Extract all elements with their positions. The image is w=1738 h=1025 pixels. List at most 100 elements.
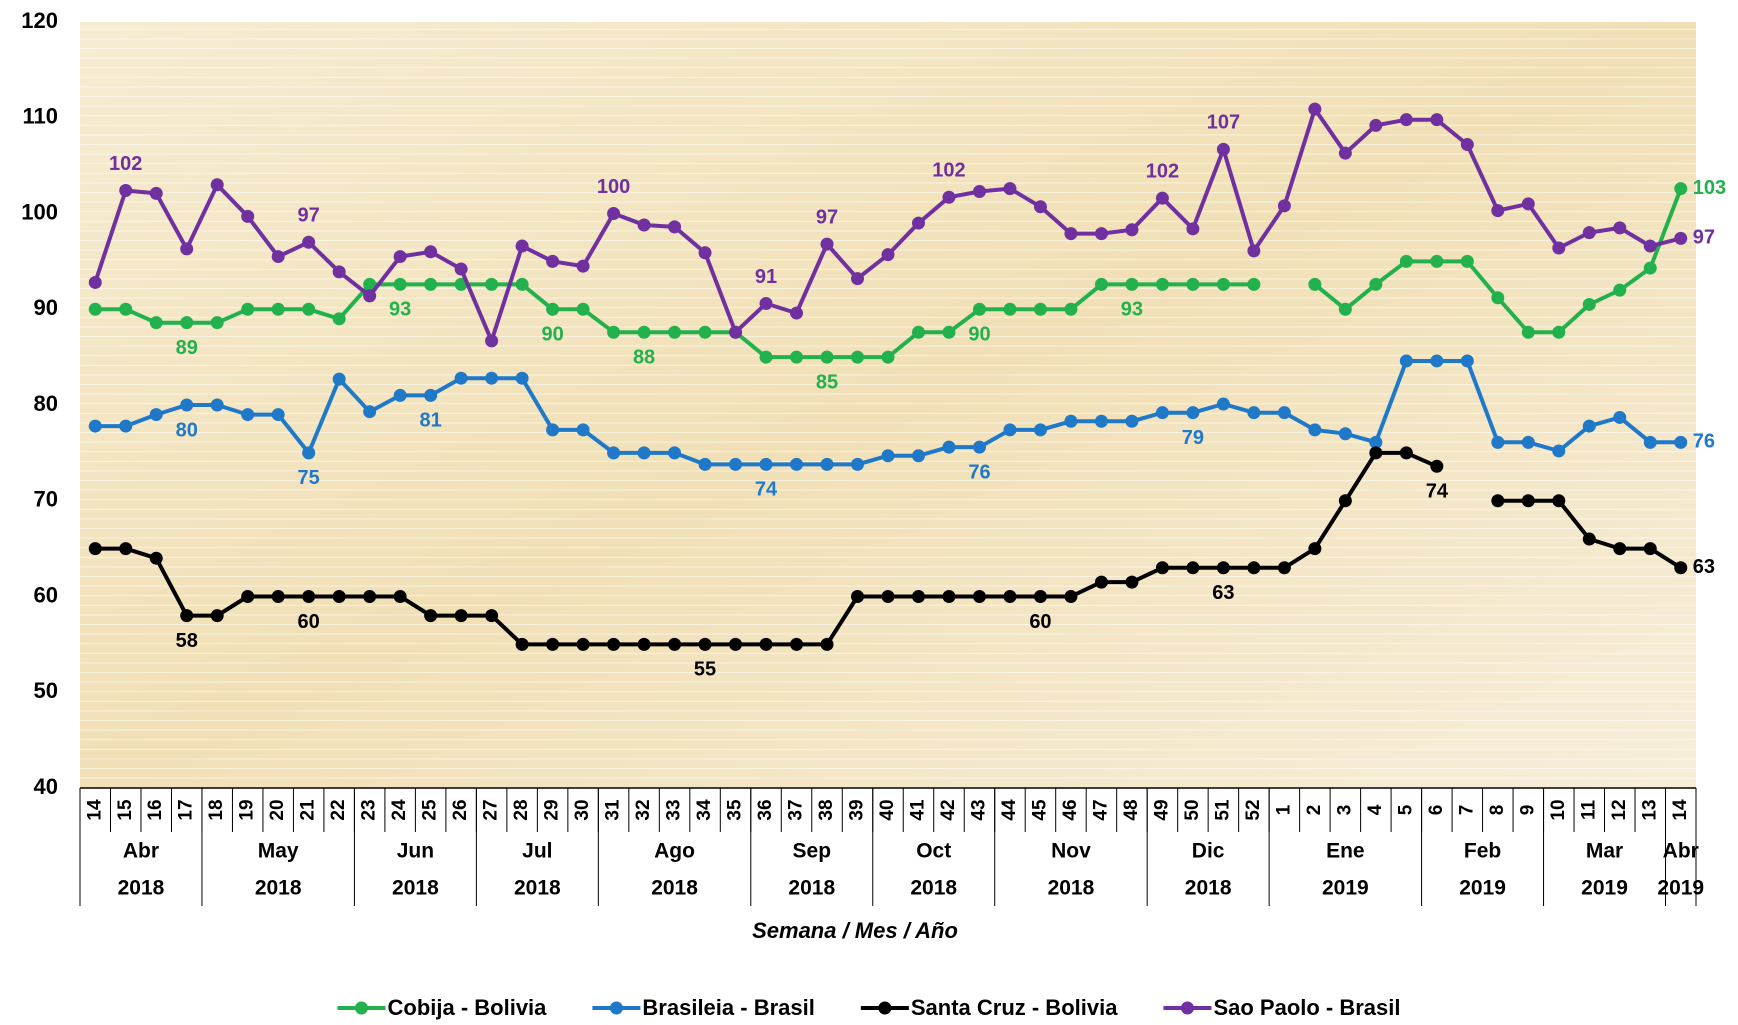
month-label: Mar (1586, 840, 1623, 863)
year-label: 2019 (1581, 877, 1628, 900)
data-point (911, 325, 925, 339)
data-point (820, 457, 834, 471)
data-point (851, 590, 865, 603)
data-point (820, 637, 834, 651)
data-point (759, 350, 773, 364)
data-point (1491, 204, 1505, 218)
data-point (729, 637, 743, 651)
data-point (454, 262, 468, 276)
x-tick-label: 4 (1365, 804, 1386, 815)
x-tick-label: 39 (847, 799, 868, 820)
data-point (698, 637, 712, 651)
data-label: 63 (1212, 582, 1234, 604)
x-tick-label: 7 (1456, 805, 1477, 816)
data-point (972, 184, 986, 198)
x-tick-label: 27 (481, 799, 502, 820)
data-point (1277, 199, 1291, 213)
data-point (424, 277, 438, 291)
data-point (241, 209, 255, 223)
year-label: 2018 (255, 877, 302, 900)
data-point (820, 350, 834, 364)
year-label: 2018 (651, 877, 698, 900)
data-point (576, 637, 590, 651)
year-label: 2018 (1185, 877, 1232, 900)
data-label: 76 (1693, 431, 1715, 453)
legend-swatch-marker (609, 1001, 623, 1015)
data-point (1216, 142, 1230, 156)
legend-swatch-marker (354, 1001, 368, 1015)
x-tick-label: 44 (999, 799, 1020, 821)
data-point (1430, 254, 1444, 268)
data-point (637, 325, 651, 339)
data-point (363, 277, 377, 291)
y-tick-label: 100 (21, 199, 58, 224)
data-point (1247, 244, 1261, 258)
data-point (1552, 444, 1566, 458)
x-tick-label: 32 (633, 799, 654, 820)
data-point (332, 590, 346, 603)
data-point (1155, 191, 1169, 205)
x-tick-label: 9 (1517, 805, 1538, 816)
x-tick-label: 41 (908, 799, 929, 821)
data-point (759, 457, 773, 471)
x-tick-label: 31 (603, 799, 624, 821)
data-point (1399, 446, 1413, 460)
data-point (1491, 494, 1505, 508)
legend-item: Brasileia - Brasil (592, 995, 815, 1020)
data-label: 58 (176, 630, 198, 652)
data-label: 75 (298, 467, 320, 489)
data-point (1643, 542, 1657, 556)
data-point (515, 371, 529, 385)
legend-swatch-marker (878, 1001, 892, 1015)
data-point (271, 408, 285, 422)
data-point (1186, 222, 1200, 236)
data-point (1064, 414, 1078, 428)
legend-label: Brasileia - Brasil (642, 995, 814, 1020)
data-point (393, 388, 407, 402)
data-point (1552, 241, 1566, 255)
data-point (302, 235, 316, 249)
x-tick-label: 37 (786, 799, 807, 820)
month-label: Ene (1326, 840, 1365, 863)
data-point (790, 350, 804, 364)
month-label: May (258, 840, 299, 863)
data-point (454, 371, 468, 385)
data-point (180, 242, 194, 256)
data-point (149, 186, 163, 200)
x-tick-label: 1 (1273, 804, 1294, 815)
y-tick-label: 110 (23, 104, 59, 129)
data-point (942, 590, 956, 603)
x-tick-label: 14 (84, 799, 105, 821)
data-point (393, 250, 407, 264)
data-point (820, 237, 834, 251)
x-tick-label: 30 (572, 799, 593, 820)
month-label: Sep (793, 840, 832, 863)
data-point (180, 609, 194, 623)
y-tick-label: 70 (34, 487, 58, 512)
x-tick-label: 12 (1609, 799, 1630, 820)
x-tick-label: 10 (1548, 799, 1569, 820)
data-point (210, 398, 224, 412)
x-tick-label: 46 (1060, 799, 1081, 820)
data-point (210, 609, 224, 623)
data-point (1308, 542, 1322, 556)
x-tick-label: 49 (1151, 799, 1172, 820)
month-label: Jun (397, 840, 434, 863)
data-point (1094, 575, 1108, 589)
data-point (1613, 542, 1627, 556)
data-label: 55 (694, 659, 716, 681)
legend-label: Santa Cruz - Bolivia (911, 995, 1118, 1020)
data-point (119, 542, 133, 556)
month-label: Ago (654, 840, 695, 863)
data-label: 79 (1182, 427, 1204, 449)
month-label: Feb (1464, 840, 1501, 863)
data-point (1277, 561, 1291, 575)
data-point (1369, 277, 1383, 291)
data-point (180, 316, 194, 330)
data-point (607, 207, 621, 220)
data-point (698, 457, 712, 471)
x-tick-label: 38 (816, 799, 837, 820)
x-tick-label: 11 (1578, 800, 1599, 821)
data-point (241, 590, 255, 603)
data-point (1033, 302, 1047, 316)
